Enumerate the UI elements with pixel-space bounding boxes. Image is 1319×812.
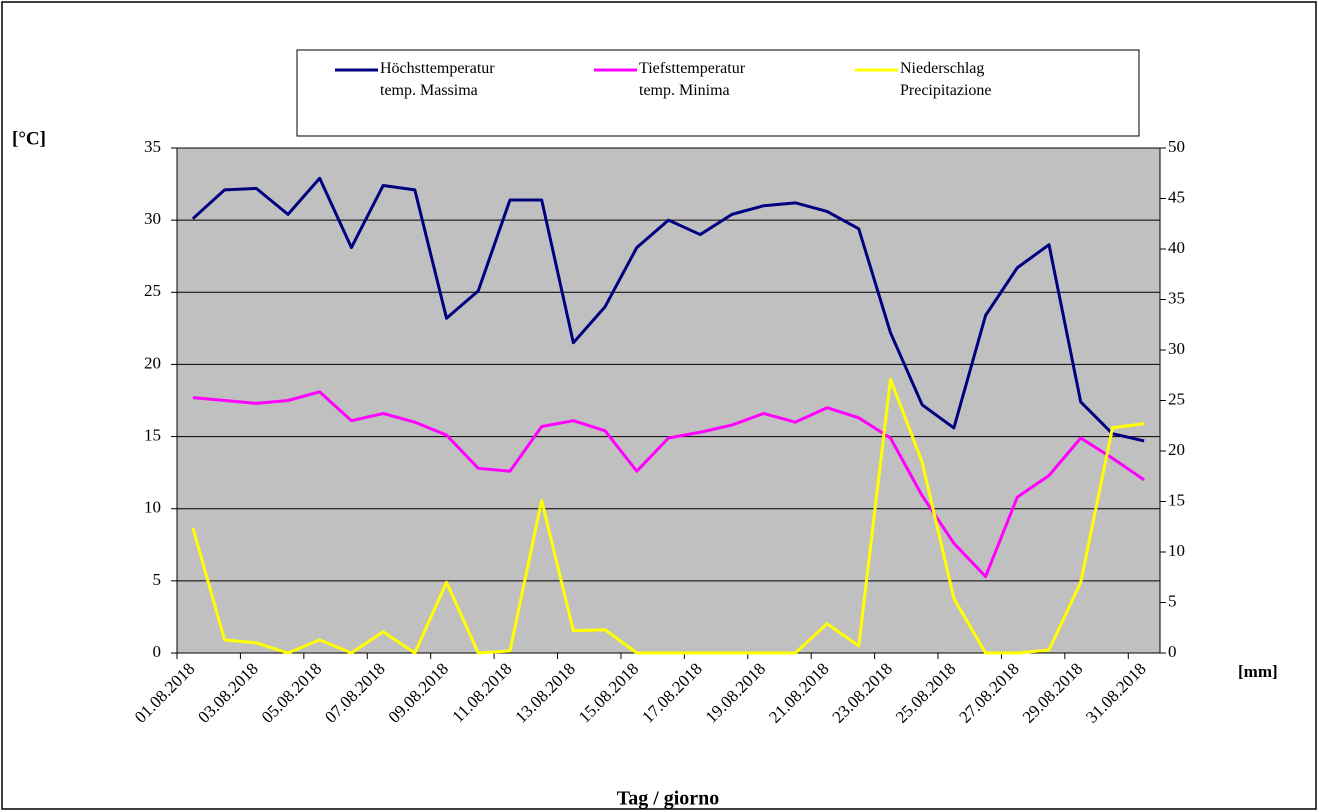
y2-tick-label: 0 [1168,642,1177,661]
y2-tick-label: 10 [1168,541,1185,560]
y2-axis-label: [mm] [1238,662,1278,681]
series-line [191,176,1145,443]
y2-tick-label: 35 [1168,288,1185,307]
y-tick-label: 20 [144,353,161,372]
y-tick-label: 15 [144,425,161,444]
legend-label: Höchsttemperatur temp. Massima [380,60,495,99]
y-tick-label: 30 [144,209,161,228]
y2-tick-label: 25 [1168,389,1185,408]
y2-tick-label: 20 [1168,440,1185,459]
y-tick-label: 5 [153,570,162,589]
y2-tick-label: 50 [1168,137,1185,156]
x-axis-label: Tag / giorno [617,788,720,810]
y-tick-label: 10 [144,498,161,517]
y2-tick-label: 40 [1168,238,1185,257]
plot-area [176,147,1161,654]
legend-label: Tiefsttemperatur temp. Minima [639,60,746,99]
y-tick-label: 25 [144,281,161,300]
series-line [192,390,1145,579]
y2-tick-label: 5 [1168,591,1177,610]
legend-label: Niederschlag Precipitazione [900,60,992,99]
legend-box [296,49,1140,137]
y2-tick-label: 45 [1168,187,1185,206]
y2-tick-label: 30 [1168,339,1185,358]
y2-tick-label: 15 [1168,490,1185,509]
y-tick-label: 35 [144,137,161,156]
series-line [191,377,1145,655]
y-tick-label: 0 [153,642,162,661]
y-axis-label: [°C] [12,128,46,149]
